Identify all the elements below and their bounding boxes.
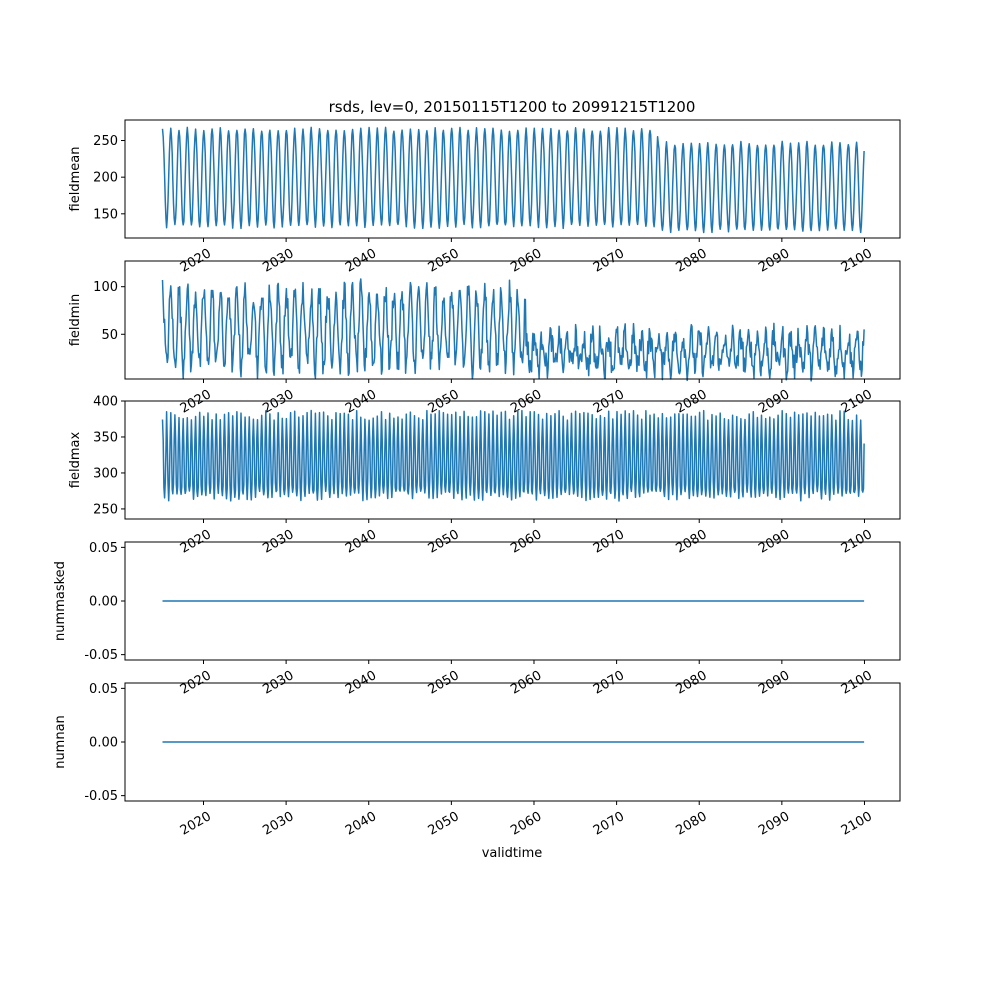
x-tick-label: 2090 (756, 809, 792, 839)
y-tick-label: 0.05 (89, 682, 118, 697)
x-tick-label: 2020 (178, 809, 214, 839)
y-axis-label-fieldmean: fieldmean (68, 147, 83, 212)
x-tick-label: 2090 (756, 387, 792, 417)
y-tick-label: 50 (101, 328, 118, 343)
axes-frame (124, 400, 901, 520)
y-tick-label: 100 (93, 280, 118, 295)
x-tick-label: 2050 (426, 809, 462, 839)
y-tick-label: 200 (93, 171, 118, 186)
x-axis-label: validtime (482, 846, 543, 861)
y-tick-label: 350 (93, 430, 118, 445)
axes-frame (124, 260, 901, 380)
y-tick-label: -0.05 (84, 648, 118, 663)
x-tick-label: 2100 (839, 809, 875, 839)
y-tick-label: 0.00 (89, 595, 118, 610)
y-tick-label: 150 (93, 207, 118, 222)
x-tick-label: 2020 (178, 387, 214, 417)
x-tick-label: 2040 (343, 809, 379, 839)
x-tick-label: 2060 (508, 387, 544, 417)
y-axis-label-numnan: numnan (53, 715, 68, 769)
y-tick-label: 0.00 (89, 736, 118, 751)
series-line-fieldmin (161, 278, 865, 382)
x-tick-label: 2040 (343, 387, 379, 417)
y-tick-label: 0.05 (89, 541, 118, 556)
y-axis-label-fieldmin: fieldmin (68, 294, 83, 347)
y-tick-label: 400 (93, 395, 118, 410)
y-axis-label-fieldmax: fieldmax (68, 432, 83, 489)
y-tick-label: 250 (93, 134, 118, 149)
x-tick-label: 2030 (260, 809, 296, 839)
x-tick-label: 2080 (673, 809, 709, 839)
chart-title: rsds, lev=0, 20150115T1200 to 20991215T1… (329, 98, 696, 116)
y-tick-label: 250 (93, 502, 118, 517)
y-tick-label: 300 (93, 466, 118, 481)
series-line-fieldmean (161, 126, 865, 234)
series-line-fieldmax (161, 409, 865, 502)
subplot-numnan: 0.05 0.00 -0.05 2020 2030 2040 2050 2060 2070 208… (53, 682, 901, 839)
y-tick-label: -0.05 (84, 789, 118, 804)
x-tick-label: 2060 (508, 809, 544, 839)
subplots: 150 200 250 2020 2030 2040 2050 2060 2070 2080 209… (53, 119, 901, 839)
x-tick-label: 2070 (591, 809, 627, 839)
y-axis-label-nummasked: nummasked (53, 561, 68, 641)
axes-frame (124, 119, 901, 239)
